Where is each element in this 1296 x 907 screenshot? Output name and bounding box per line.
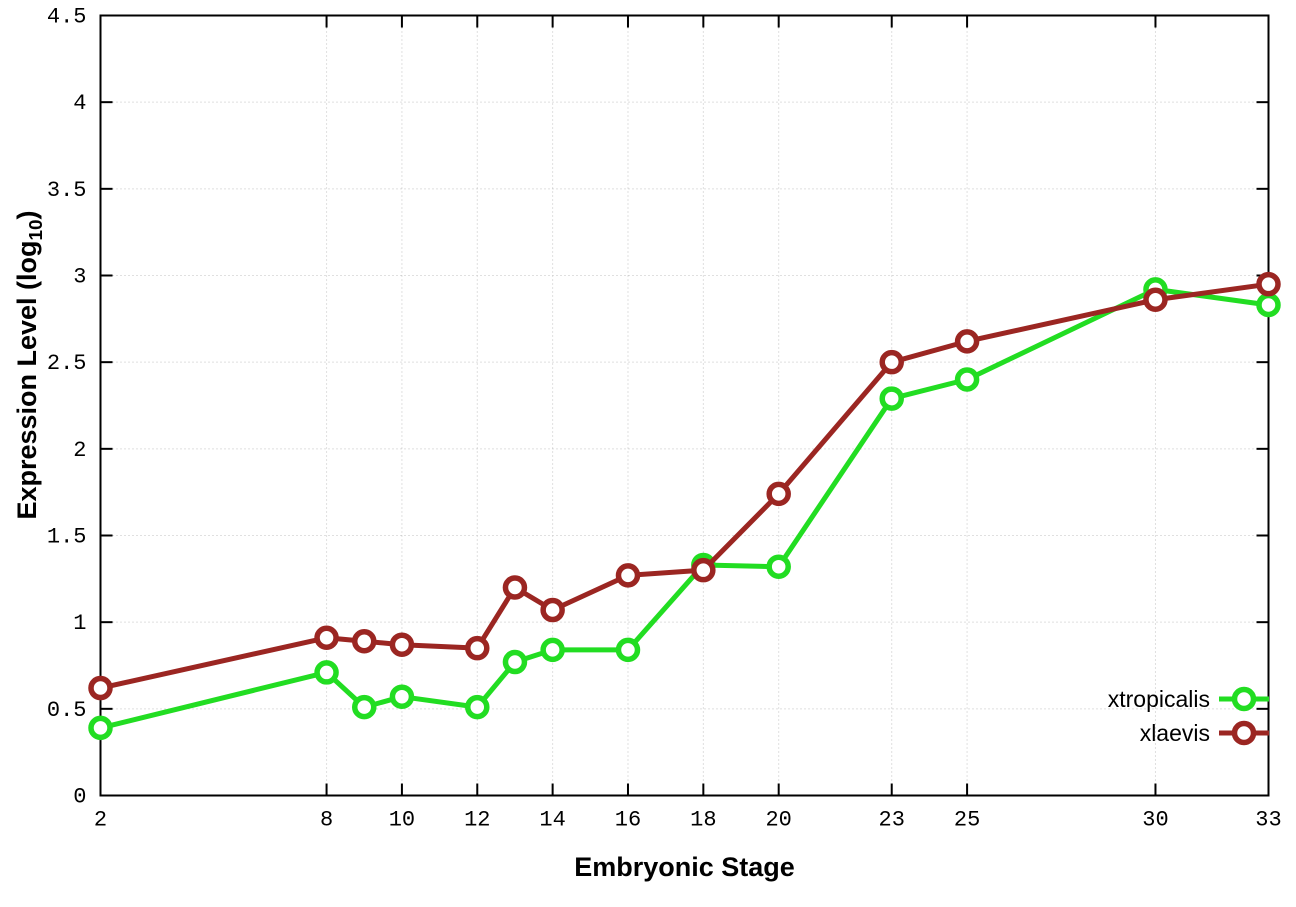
y-axis-title: Expression Level (log10) (12, 210, 48, 519)
x-tick-label: 18 (690, 808, 716, 833)
x-tick-label: 2 (94, 808, 107, 833)
x-tick-label: 20 (765, 808, 791, 833)
data-point-xlaevis (351, 628, 377, 654)
y-tick-label: 2 (73, 438, 86, 463)
data-point-xtropicalis (615, 637, 641, 663)
data-point-xtropicalis (766, 554, 791, 579)
data-point-xtropicalis (88, 715, 113, 741)
x-tick-label: 8 (320, 808, 333, 833)
data-point-xlaevis (766, 481, 791, 507)
data-point-xlaevis (954, 329, 980, 354)
y-tick-label: 3 (73, 265, 86, 290)
y-axis-title-subscript: 10 (26, 219, 48, 241)
y-tick-label: 4 (73, 91, 86, 116)
x-tick-label: 33 (1255, 808, 1281, 833)
legend-item-xtropicalis: xtropicalis (1108, 682, 1270, 716)
data-point-xtropicalis (389, 684, 415, 709)
y-tick-label: 0.5 (47, 698, 87, 723)
x-tick-label: 16 (615, 808, 641, 833)
data-point-xlaevis (540, 597, 565, 623)
data-point-xlaevis (502, 575, 528, 600)
data-point-xtropicalis (465, 694, 490, 720)
data-point-xlaevis (615, 563, 641, 588)
data-point-xlaevis (465, 635, 490, 661)
series-line-xtropicalis (99, 286, 1269, 731)
data-point-xlaevis (88, 675, 113, 701)
y-axis-title-close: ) (11, 210, 42, 220)
legend-item-xlaevis: xlaevis (1140, 716, 1270, 750)
y-axis-title-text: Expression Level (log (11, 240, 42, 520)
series-line-xlaevis (99, 281, 1269, 691)
legend-marker-xlaevis (1219, 720, 1269, 746)
x-tick-label: 25 (954, 808, 980, 833)
y-tick-label: 4.5 (47, 5, 87, 30)
x-axis-title: Embryonic Stage (574, 852, 795, 882)
data-point-xtropicalis (879, 386, 904, 411)
y-tick-label: 2.5 (47, 351, 87, 376)
data-point-xlaevis (389, 632, 415, 657)
data-point-xtropicalis (1256, 292, 1281, 318)
data-point-xtropicalis (314, 660, 339, 685)
legend-label: xtropicalis (1107, 685, 1210, 712)
data-point-xlaevis (879, 349, 904, 375)
legend-label: xlaevis (1139, 719, 1210, 746)
x-tick-label: 14 (539, 808, 565, 833)
data-point-xtropicalis (540, 637, 565, 663)
x-tick-label: 30 (1142, 808, 1168, 833)
legend: xtropicalis xlaevis (1108, 682, 1270, 750)
y-tick-label: 1 (73, 611, 86, 636)
data-point-xlaevis (1143, 287, 1168, 313)
x-tick-label: 10 (389, 808, 415, 833)
x-tick-label: 23 (879, 808, 905, 833)
data-point-xlaevis (691, 557, 716, 583)
data-point-xtropicalis (502, 649, 528, 675)
legend-marker-xtropicalis (1219, 686, 1269, 712)
data-point-xlaevis (1256, 271, 1281, 297)
y-tick-label: 0 (73, 785, 86, 810)
y-tick-label: 1.5 (47, 525, 87, 550)
y-tick-label: 3.5 (47, 178, 87, 203)
data-point-xtropicalis (954, 367, 980, 392)
data-point-xlaevis (314, 625, 339, 651)
x-tick-label: 12 (464, 808, 490, 833)
data-point-xtropicalis (351, 694, 377, 720)
